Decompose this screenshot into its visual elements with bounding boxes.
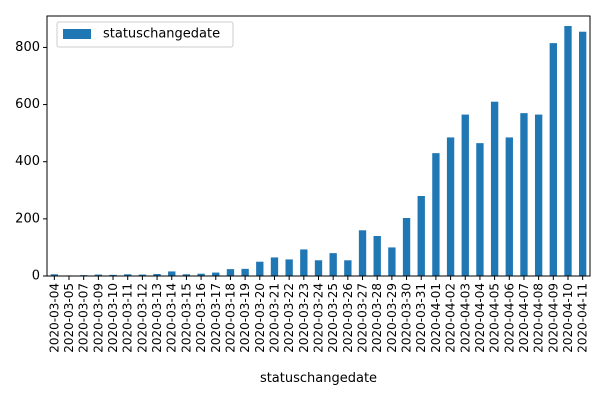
x-tick-label: 2020-04-08 bbox=[532, 283, 546, 353]
x-tick-label: 2020-03-12 bbox=[135, 283, 149, 353]
legend-box bbox=[56, 21, 234, 48]
y-tick-label: 0 bbox=[32, 269, 40, 284]
x-tick-label: 2020-03-05 bbox=[62, 283, 76, 353]
x-tick-label: 2020-03-25 bbox=[326, 283, 340, 353]
x-tick-label: 2020-04-03 bbox=[458, 283, 472, 353]
bar-2020-03-27 bbox=[358, 230, 367, 276]
x-tick-label: 2020-03-21 bbox=[267, 283, 281, 353]
x-tick-label: 2020-04-09 bbox=[546, 283, 560, 353]
x-tick-label: 2020-03-26 bbox=[341, 283, 355, 353]
bar-2020-03-19 bbox=[241, 268, 249, 276]
x-tick-label: 2020-03-22 bbox=[282, 283, 296, 353]
bar-2020-03-23 bbox=[300, 249, 308, 276]
x-tick-label: 2020-03-28 bbox=[370, 283, 384, 353]
x-tick-label: 2020-04-05 bbox=[488, 283, 502, 353]
x-tick-label: 2020-04-07 bbox=[517, 283, 531, 353]
bar-2020-04-04 bbox=[476, 143, 484, 276]
x-tick-label: 2020-03-29 bbox=[385, 283, 399, 353]
bars-layer bbox=[50, 26, 587, 277]
x-tick-label: 2020-03-17 bbox=[209, 283, 223, 353]
x-tick-label: 2020-03-11 bbox=[121, 283, 135, 353]
x-tick-label: 2020-03-27 bbox=[356, 283, 370, 353]
bar-2020-03-09 bbox=[94, 274, 103, 276]
plot-frame bbox=[46, 15, 591, 277]
y-tick-label: 800 bbox=[15, 40, 40, 55]
bar-2020-04-01 bbox=[432, 153, 440, 276]
y-tick-label: 200 bbox=[15, 211, 40, 226]
legend: statuschangedate bbox=[56, 21, 234, 48]
bar-2020-03-14 bbox=[168, 271, 176, 276]
bar-2020-03-20 bbox=[256, 261, 264, 276]
bar-2020-03-10 bbox=[109, 274, 117, 276]
x-tick-label: 2020-03-14 bbox=[165, 283, 179, 353]
bar-2020-04-06 bbox=[505, 137, 513, 276]
bar-2020-03-26 bbox=[344, 260, 352, 276]
bar-2020-03-17 bbox=[212, 272, 220, 276]
x-tick-label: 2020-03-15 bbox=[179, 283, 193, 353]
bar-2020-03-22 bbox=[285, 259, 293, 276]
x-tick-label: 2020-03-16 bbox=[194, 283, 208, 353]
x-axis-label: statuschangedate bbox=[260, 371, 377, 386]
bar-2020-03-11 bbox=[124, 274, 132, 276]
bar-2020-03-12 bbox=[138, 274, 147, 276]
bar-2020-04-05 bbox=[490, 101, 499, 276]
x-tick-label: 2020-03-20 bbox=[253, 283, 267, 353]
x-tick-label: 2020-03-23 bbox=[297, 283, 311, 353]
x-tick-label: 2020-04-02 bbox=[444, 283, 458, 353]
legend-label: statuschangedate bbox=[103, 27, 220, 42]
bar-2020-03-16 bbox=[197, 273, 205, 276]
bar-2020-04-11 bbox=[578, 31, 587, 277]
x-tick-label: 2020-04-10 bbox=[561, 283, 575, 353]
bar-2020-03-21 bbox=[270, 257, 279, 276]
x-tick-label: 2020-03-07 bbox=[77, 283, 91, 353]
x-tick-label: 2020-03-24 bbox=[312, 283, 326, 353]
x-tick-label: 2020-03-30 bbox=[400, 283, 414, 353]
bar-2020-04-10 bbox=[564, 26, 572, 276]
bar-2020-03-13 bbox=[153, 274, 161, 276]
bar-2020-03-30 bbox=[402, 218, 411, 276]
x-tick-label: 2020-03-18 bbox=[223, 283, 237, 353]
bar-2020-03-04 bbox=[50, 274, 59, 276]
bar-2020-03-18 bbox=[226, 269, 235, 276]
bar-2020-04-09 bbox=[549, 43, 557, 277]
x-axis: 2020-03-04 2020-03-05 2020-03-07 2020-03-09… bbox=[47, 276, 590, 353]
x-tick-label: 2020-03-13 bbox=[150, 283, 164, 353]
x-tick-label: 2020-04-11 bbox=[576, 283, 590, 353]
x-tick-label: 2020-03-10 bbox=[106, 283, 120, 353]
x-tick-label: 2020-04-06 bbox=[502, 283, 516, 353]
y-axis: 0 200 400 600 800 bbox=[15, 40, 47, 284]
bar-2020-03-28 bbox=[373, 236, 381, 276]
bar-2020-03-25 bbox=[329, 253, 337, 276]
y-tick-label: 400 bbox=[15, 154, 40, 169]
x-tick-label: 2020-03-19 bbox=[238, 283, 252, 353]
y-tick-label: 600 bbox=[15, 97, 40, 112]
bar-2020-04-02 bbox=[446, 137, 455, 276]
bar-2020-04-03 bbox=[461, 114, 469, 276]
x-tick-label: 2020-04-01 bbox=[429, 283, 443, 353]
bar-2020-04-08 bbox=[534, 114, 543, 276]
x-tick-label: 2020-03-09 bbox=[91, 283, 105, 353]
bar-2020-03-15 bbox=[182, 274, 191, 276]
bar-2020-04-07 bbox=[520, 113, 528, 277]
bar-2020-03-24 bbox=[314, 260, 323, 276]
bar-2020-03-31 bbox=[417, 196, 425, 276]
x-tick-label: 2020-03-31 bbox=[414, 283, 428, 353]
bar-2020-03-29 bbox=[388, 247, 396, 276]
legend-swatch bbox=[63, 29, 91, 39]
x-tick-label: 2020-04-04 bbox=[473, 283, 487, 353]
x-tick-label: 2020-03-04 bbox=[47, 283, 61, 353]
